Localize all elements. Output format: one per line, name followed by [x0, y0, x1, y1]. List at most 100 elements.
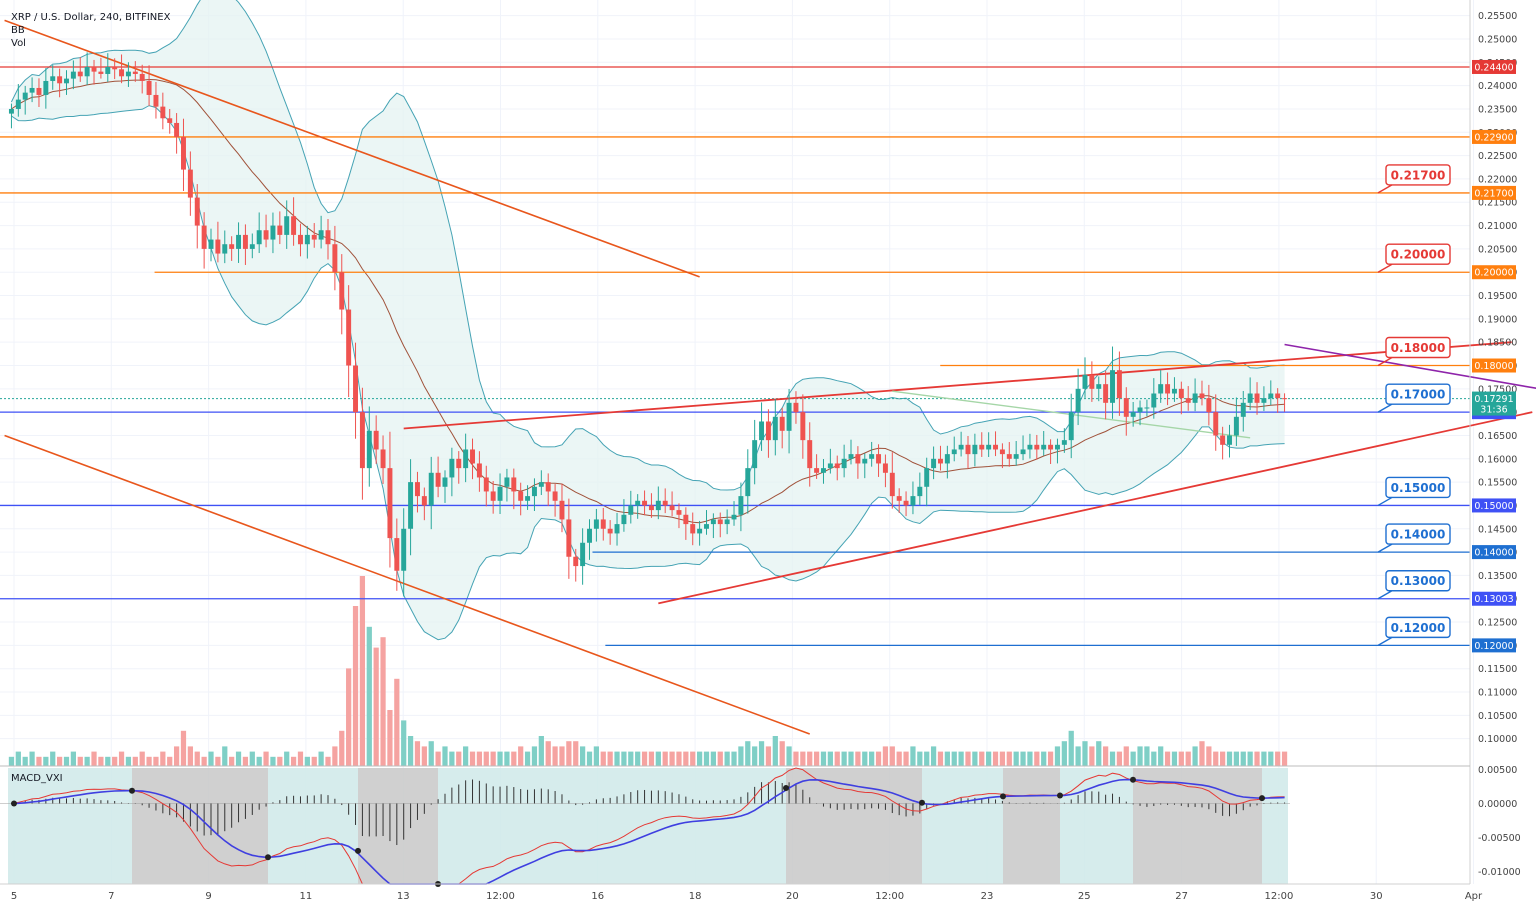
volume-bar — [84, 756, 90, 766]
candle-body — [1213, 412, 1219, 436]
volume-bar — [614, 751, 620, 766]
macd-tick-label: 0.00000 — [1478, 799, 1517, 810]
candle-body — [648, 505, 654, 511]
volume-bar — [284, 751, 290, 766]
candle-body — [256, 230, 262, 245]
macd-signal-line — [11, 778, 1285, 885]
candle-body — [731, 514, 737, 520]
price-line-axis-tag — [1472, 265, 1516, 280]
horizontal-price-lines[interactable] — [0, 66, 1470, 647]
macd-zone — [132, 768, 268, 884]
candle-body — [373, 430, 379, 450]
volume-bar — [1281, 751, 1288, 766]
bb-indicator-label[interactable]: BB — [11, 25, 25, 36]
volume-bar — [800, 751, 806, 766]
candle-body — [635, 500, 641, 506]
callout-label: 0.12000 — [1391, 621, 1446, 635]
candle-body — [889, 472, 895, 497]
volume-bar — [1103, 746, 1109, 766]
volume-bar — [414, 741, 421, 766]
volume-bar — [112, 756, 118, 766]
candle-body — [504, 477, 510, 487]
volume-bar — [1171, 751, 1178, 766]
volume-bar — [586, 751, 593, 766]
time-tick-label: 16 — [591, 891, 604, 902]
macd-cross-marker — [1259, 795, 1265, 802]
volume-bar — [173, 746, 180, 766]
volume-bar — [256, 756, 262, 766]
volume-bar — [1068, 730, 1074, 766]
price-tick-label: 0.22500 — [1478, 151, 1517, 162]
volume-bar — [270, 756, 276, 766]
callout-box — [1385, 243, 1451, 265]
candle-body — [1048, 444, 1054, 450]
price-tick-label: 0.11500 — [1478, 664, 1517, 675]
candle-body — [91, 66, 97, 72]
time-tick-label: 12:00 — [875, 891, 904, 902]
price-line-axis-tag — [1472, 498, 1516, 513]
volume-bar — [1199, 741, 1205, 766]
candle-body — [958, 444, 964, 450]
volume-bar — [793, 751, 799, 766]
volume-bar — [70, 751, 76, 766]
price-axis-line-labels: 0.244000.229000.217000.200000.180000.170… — [1472, 59, 1516, 653]
volume-bar — [869, 751, 875, 766]
volume-bar — [215, 756, 221, 766]
volume-bar — [813, 751, 820, 766]
macd-indicator-label[interactable]: MACD_VXI — [11, 773, 63, 784]
volume-bar — [875, 751, 882, 766]
candle-body — [917, 486, 923, 497]
volume-bar — [1137, 746, 1143, 766]
candle-body — [187, 169, 193, 198]
candle-body — [1254, 393, 1260, 403]
candle-body — [1137, 407, 1143, 413]
price-tick-label: 0.19000 — [1478, 314, 1517, 325]
callout-label: 0.17000 — [1391, 388, 1446, 402]
volume-bar — [1185, 751, 1191, 766]
macd-zone — [1262, 768, 1288, 884]
volume-bar — [463, 746, 469, 766]
candle-body — [208, 239, 214, 249]
macd-axis[interactable]: 0.00500 0.00000 -0.00500 -0.01000 — [1478, 765, 1521, 878]
price-callouts[interactable]: 0.21700 0.20000 0.18000 0.17000 0.15000 0.140… — [1377, 164, 1451, 646]
candle-body — [642, 500, 648, 506]
candle-body — [593, 519, 599, 529]
volume-bar — [518, 746, 524, 766]
candle-body — [1185, 398, 1191, 403]
candle-body — [270, 225, 276, 240]
countdown-label: 31:36 — [1480, 405, 1507, 416]
volume-bar — [607, 751, 613, 766]
price-tick-label: 0.14500 — [1478, 524, 1517, 535]
candle-body — [421, 496, 427, 506]
volume-bar — [779, 741, 785, 766]
volume-bar — [153, 756, 159, 766]
candle-body — [662, 500, 668, 506]
volume-bar — [235, 751, 242, 766]
candle-body — [1268, 393, 1274, 399]
candle-body — [772, 416, 778, 441]
candle-body — [470, 449, 475, 464]
volume-bar — [765, 746, 772, 766]
callout-box — [1385, 616, 1451, 639]
time-tick-label: 13 — [397, 891, 410, 902]
volume-bar — [986, 751, 992, 766]
vol-indicator-label[interactable]: Vol — [11, 38, 26, 49]
candle-body — [297, 234, 303, 245]
price-tick-label: 0.25000 — [1478, 34, 1517, 45]
volume-bar — [999, 751, 1006, 766]
price-tick-label: 0.18500 — [1478, 338, 1517, 349]
price-line-axis-label: 0.21700 — [1474, 188, 1513, 199]
time-tick-label: 30 — [1370, 891, 1383, 902]
volume-bar — [187, 746, 193, 766]
price-tick-label: 0.13500 — [1478, 571, 1517, 582]
price-tick-label: 0.10500 — [1478, 711, 1517, 722]
volume-bar — [944, 751, 950, 766]
volume-bar — [834, 751, 840, 766]
volume-bar — [1247, 751, 1253, 766]
candle-body — [724, 519, 730, 525]
candle-body — [1261, 398, 1267, 403]
candle-body — [277, 225, 283, 235]
price-tick-label: 0.24000 — [1478, 81, 1517, 92]
